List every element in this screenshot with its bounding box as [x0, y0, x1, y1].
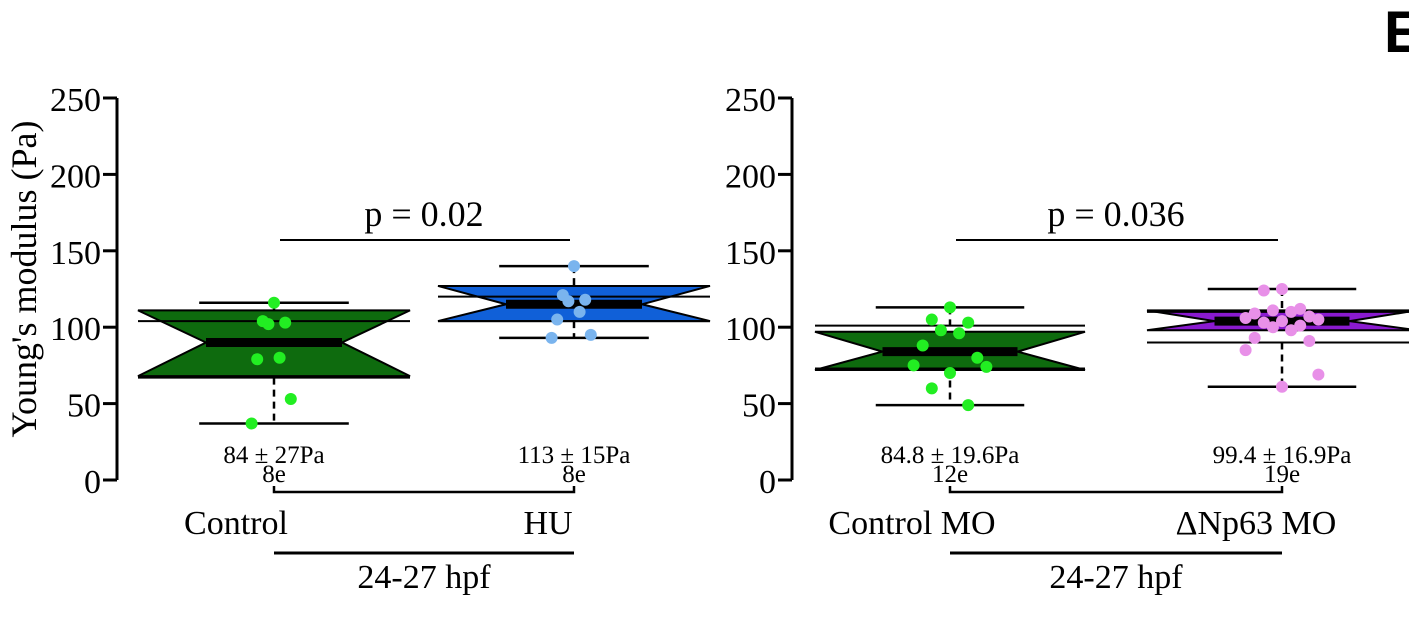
data-point	[962, 316, 975, 329]
data-point	[279, 316, 292, 329]
y-tick-label: 0	[84, 464, 101, 501]
sample-size-label: 8e	[262, 461, 286, 488]
data-point	[944, 367, 956, 380]
category-label: Control MO	[828, 505, 995, 542]
panel-letter: E	[1384, 0, 1409, 65]
category-bracket	[948, 486, 1284, 494]
y-tick-label: 150	[50, 235, 101, 272]
data-point	[273, 351, 286, 364]
data-point	[545, 331, 558, 344]
group-label: 24-27 hpf	[1049, 559, 1183, 596]
group-label: 24-27 hpf	[357, 559, 491, 596]
y-tick-label: 0	[759, 464, 776, 501]
p-value-label: p = 0.02	[364, 194, 483, 234]
y-tick-label: 50	[67, 388, 101, 425]
y-tick-label: 100	[50, 311, 101, 348]
data-point	[953, 327, 966, 340]
data-point	[1266, 321, 1279, 334]
data-point	[1239, 344, 1252, 357]
data-point	[1294, 319, 1307, 332]
data-point	[1257, 316, 1270, 329]
data-point	[579, 293, 592, 306]
summary-label: 113 ± 15Pa	[518, 442, 631, 469]
data-point	[1312, 313, 1325, 326]
data-point	[1248, 331, 1261, 344]
category-label: ΔNp63 MO	[1176, 505, 1337, 542]
summary-label: 84 ± 27Pa	[223, 442, 324, 469]
data-point	[262, 318, 275, 331]
data-point	[245, 417, 258, 430]
data-point	[1266, 304, 1279, 317]
summary-label: 99.4 ± 16.9Pa	[1213, 442, 1352, 469]
category-bracket	[272, 486, 576, 494]
sample-size-label: 19e	[1264, 461, 1300, 488]
data-point	[916, 339, 929, 352]
data-point	[251, 353, 264, 366]
data-point	[1303, 310, 1316, 323]
summary-label: 84.8 ± 19.6Pa	[881, 442, 1020, 469]
data-point	[1276, 380, 1288, 393]
y-tick-label: 150	[725, 235, 776, 272]
data-point	[568, 260, 580, 273]
data-point	[1276, 283, 1288, 295]
data-point	[284, 393, 297, 406]
data-point	[1239, 312, 1252, 325]
p-value-label: p = 0.036	[1047, 194, 1184, 234]
y-tick-label: 250	[725, 82, 776, 119]
y-tick-label: 100	[725, 311, 776, 348]
data-point	[551, 313, 564, 326]
y-axis-label: Young's modulus (Pa)	[4, 121, 44, 438]
data-point	[1312, 368, 1325, 381]
y-tick-label: 200	[50, 158, 101, 195]
data-point	[573, 305, 586, 318]
category-label: HU	[523, 505, 572, 542]
sample-size-label: 12e	[932, 461, 968, 488]
data-point	[962, 399, 975, 412]
data-point	[1285, 305, 1298, 318]
data-point	[944, 301, 956, 314]
data-point	[971, 351, 984, 364]
y-tick-label: 200	[725, 158, 776, 195]
category-label: Control	[184, 505, 288, 542]
y-tick-label: 50	[742, 388, 776, 425]
data-point	[1257, 284, 1270, 297]
data-point	[562, 295, 575, 308]
data-point	[1294, 302, 1307, 315]
y-tick-label: 250	[50, 82, 101, 119]
data-point	[268, 296, 280, 309]
data-point	[584, 328, 597, 341]
data-point	[925, 313, 938, 326]
sample-size-label: 8e	[562, 461, 586, 488]
data-point	[925, 382, 938, 395]
data-point	[980, 360, 993, 373]
data-point	[1285, 324, 1298, 337]
data-point	[1276, 315, 1288, 328]
data-point	[934, 324, 947, 337]
data-point	[1248, 307, 1261, 320]
data-point	[1303, 334, 1316, 347]
data-point	[907, 359, 920, 372]
